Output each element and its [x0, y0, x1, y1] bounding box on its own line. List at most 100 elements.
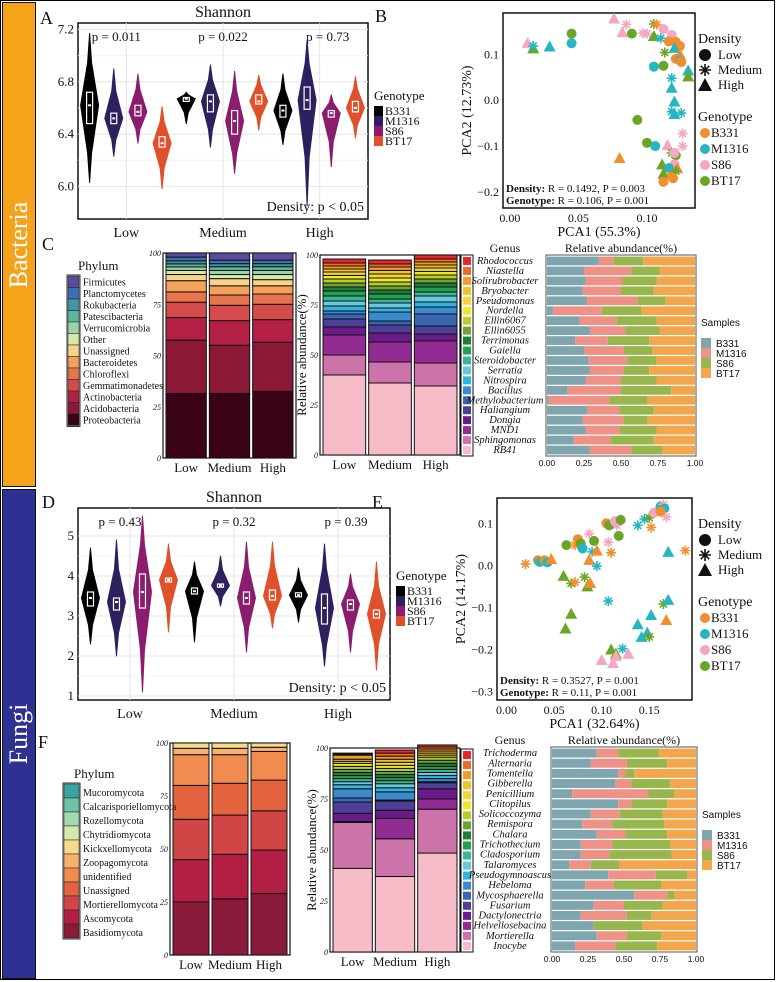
hbar-segment-s86 [609, 850, 672, 860]
legend-label: Ascomycota [83, 914, 134, 925]
bar-segment [208, 252, 251, 261]
genus-color-swatch [463, 257, 471, 265]
hbar-segment-b331 [552, 850, 581, 860]
point-triangle [698, 563, 712, 576]
bar-segment [165, 291, 207, 303]
point-triangle [521, 36, 534, 48]
legend-genotype-label: BT17 [711, 658, 741, 673]
genus-color-swatch [463, 821, 471, 830]
legend-genotype-label: B331 [711, 125, 739, 140]
legend-swatch-b331 [702, 830, 712, 840]
bar-segment [252, 266, 294, 271]
bar-segment [368, 289, 412, 295]
genus-color-swatch [463, 406, 471, 415]
bar-segment [417, 798, 458, 810]
y-tick-label: 100 [316, 744, 328, 753]
legend-swatch [63, 825, 80, 841]
hbar-segment-m1316 [618, 768, 626, 778]
genus-label: Solirubrobacter [472, 276, 540, 287]
p-value-label: p = 0.32 [212, 514, 255, 529]
legend-genotype-marker-m1316 [700, 144, 710, 154]
bar-segment [165, 256, 207, 262]
bar-segment [413, 267, 458, 272]
y-tick-label: 50 [160, 845, 168, 854]
hbar-segment-s86 [631, 445, 663, 455]
genus-color-swatch [463, 931, 471, 940]
legend-swatch [63, 783, 80, 799]
y-tick-label: 3 [68, 608, 75, 623]
y-tick-label: −0.1 [477, 139, 499, 153]
x-tick-label: 0.25 [580, 954, 597, 964]
point-star [699, 64, 711, 76]
legend-title: Phylum [74, 766, 114, 781]
point-star [659, 47, 670, 58]
hbar-segment-b331 [547, 276, 586, 286]
hbar-segment-m1316 [584, 266, 632, 276]
bar-segment [374, 749, 416, 754]
legend-swatch [67, 379, 80, 392]
bar-segment [250, 746, 288, 752]
bar-segment [208, 278, 251, 287]
legend-label: Verrucomicrobia [83, 324, 151, 335]
legend-genotype-label: S86 [711, 642, 732, 657]
x-tick-label: 0.05 [568, 211, 589, 225]
hbar-segment-s86 [626, 356, 657, 365]
hbar-segment-m1316 [572, 789, 649, 799]
bar-segment [322, 271, 367, 276]
genus-label: Rhodococcus [476, 256, 533, 267]
bar-segment [374, 800, 416, 811]
legend-genotype-label: B331 [711, 610, 739, 625]
point-triangle [668, 95, 681, 107]
genus-label: Haliangium [479, 405, 531, 416]
bar-segment [322, 318, 367, 328]
hbar-segment-b331 [547, 256, 599, 266]
bar-segment [374, 809, 416, 819]
boxplot-box [112, 597, 121, 611]
genus-color-swatch [463, 891, 471, 900]
bar-segment [417, 788, 458, 800]
hbar-segment-s86 [607, 336, 650, 345]
x-tick-label: Low [332, 457, 356, 472]
legend-swatch-m1316 [374, 116, 383, 126]
y-tick-label: 75 [320, 795, 328, 804]
legend-genotype-marker-s86 [700, 160, 710, 170]
stat-line: Genotype: R = 0.11, P = 0.001 [500, 687, 637, 699]
point-circle [566, 38, 577, 49]
hbar-segment-bt17 [670, 839, 696, 849]
bar-segment [252, 274, 294, 281]
point-triangle [661, 139, 674, 151]
point-star [603, 537, 614, 548]
hbar-segment-m1316 [548, 395, 610, 405]
phylum-legend: Phylum Mucoromycota Calcarisporiellomycota… [62, 766, 177, 940]
legend-density-label: High [718, 562, 745, 577]
bar-segment [322, 286, 367, 292]
chart-title: Shannon [206, 489, 262, 506]
hbar-segment-m1316 [567, 385, 621, 395]
bar-segment [368, 285, 412, 291]
hbar-segment-b331 [552, 880, 586, 890]
boxplot-box [303, 86, 311, 110]
genus-color-strip [460, 748, 474, 953]
point-triangle [590, 544, 603, 556]
bar-segment [322, 374, 367, 456]
point-circle [699, 49, 711, 61]
hbar-segment-bt17 [671, 850, 696, 860]
hbar-segment-s86 [610, 435, 654, 445]
legend-label: unidentified [83, 872, 131, 883]
point-triangle [607, 656, 620, 668]
hbar-segment-bt17 [642, 921, 696, 931]
x-tick-label: 1.00 [688, 954, 705, 964]
boxplot-box [206, 94, 215, 113]
violin-chart-d: 1 2 3 4 5 Low p = 0.43 Medium p = 0.32 High p = 0.… [68, 489, 447, 722]
hbar-segment-m1316 [585, 376, 621, 385]
point-star [646, 522, 657, 533]
y-tick-label: 100 [306, 251, 318, 260]
x-tick-label: Medium [207, 460, 251, 475]
point-triangle [662, 593, 675, 605]
legend-swatch-m1316 [396, 596, 405, 606]
hbar-segment-s86 [637, 296, 666, 306]
hbar-segment-bt17 [653, 286, 695, 296]
hbar-segment-bt17 [649, 336, 695, 345]
x-axis-label: PCA1 (32.64%) [549, 717, 640, 732]
phylum-legend: Phylum FirmicutesPlanctomycetesRokubacter… [66, 258, 163, 427]
